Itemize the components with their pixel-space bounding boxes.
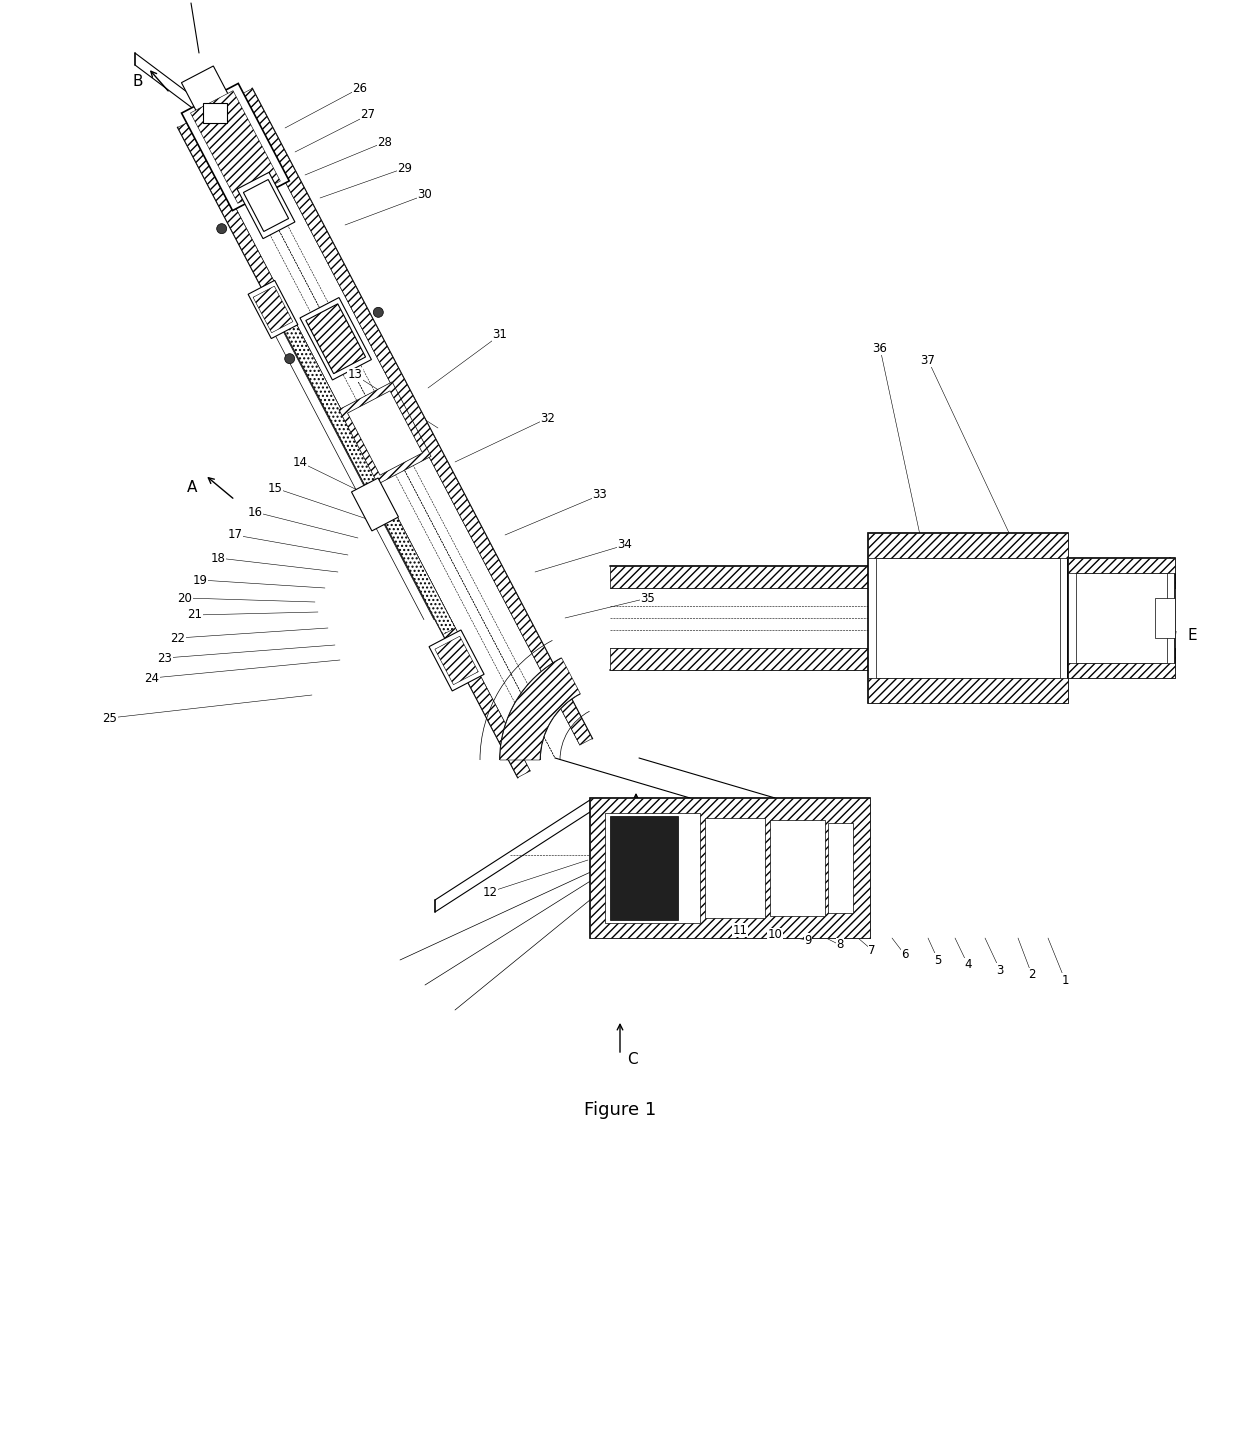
Polygon shape [248,281,298,339]
Polygon shape [243,179,289,232]
Polygon shape [435,636,479,684]
Text: D: D [616,817,627,833]
Text: 26: 26 [352,82,367,95]
Text: 10: 10 [768,929,782,942]
Text: 35: 35 [641,591,656,604]
Text: 21: 21 [187,609,202,622]
Text: 18: 18 [211,552,226,565]
Text: 27: 27 [361,109,376,121]
Text: 34: 34 [618,539,632,552]
Bar [875,558,1060,678]
Text: 24: 24 [145,671,160,684]
Bar [605,812,701,923]
Polygon shape [181,66,248,150]
Text: 1: 1 [1061,974,1069,987]
Bar [1154,598,1176,638]
Text: 19: 19 [192,574,207,587]
Text: 29: 29 [398,162,413,175]
Text: 5: 5 [934,954,941,967]
Bar [590,798,870,938]
Polygon shape [280,316,455,635]
Text: 12: 12 [482,885,497,898]
Text: 36: 36 [873,342,888,354]
Polygon shape [306,304,366,374]
Bar [610,648,1176,670]
Text: 4: 4 [965,958,972,971]
Polygon shape [339,381,432,485]
Circle shape [217,224,227,233]
Text: Figure 1: Figure 1 [584,1101,656,1120]
Polygon shape [191,90,280,204]
Text: E: E [1187,628,1197,642]
Text: B: B [133,74,144,89]
Polygon shape [237,172,295,239]
Bar [770,820,825,916]
Text: 23: 23 [157,651,172,664]
Text: 6: 6 [901,948,909,961]
Text: 9: 9 [805,933,812,946]
Text: 22: 22 [171,632,186,645]
Text: 3: 3 [996,964,1003,977]
Circle shape [285,354,295,364]
Polygon shape [181,83,289,211]
Polygon shape [300,297,372,380]
Bar [828,823,853,913]
Text: 30: 30 [418,188,433,201]
Bar [203,103,227,122]
Text: 33: 33 [593,489,608,501]
Bar [1068,558,1176,678]
Polygon shape [500,658,580,760]
Bar [868,678,1068,703]
Bar [1076,574,1167,662]
Polygon shape [253,287,293,333]
Text: 32: 32 [541,412,556,425]
Text: 11: 11 [733,923,748,936]
Bar [1068,558,1176,574]
Text: 17: 17 [227,529,243,542]
Text: 25: 25 [103,712,118,725]
Text: C: C [626,1053,637,1067]
Polygon shape [351,478,398,531]
Bar [868,533,1068,558]
Bar [1068,662,1176,678]
Text: 7: 7 [868,943,875,957]
Polygon shape [177,121,531,778]
Text: 16: 16 [248,505,263,518]
Circle shape [373,307,383,317]
Bar [868,533,1068,703]
Text: A: A [187,480,197,495]
Text: 2: 2 [1028,968,1035,981]
Text: 28: 28 [377,135,392,149]
Bar [706,818,765,917]
Text: 31: 31 [492,329,507,342]
Bar [610,566,1176,588]
Bar [590,798,870,938]
Bar [610,815,678,920]
Text: 37: 37 [920,354,935,367]
Text: 8: 8 [836,939,843,952]
Text: 20: 20 [177,591,192,604]
Text: 13: 13 [347,368,362,381]
Polygon shape [429,630,484,692]
Text: 14: 14 [293,456,308,469]
Polygon shape [347,390,423,475]
Text: 15: 15 [268,482,283,495]
Polygon shape [239,89,593,745]
